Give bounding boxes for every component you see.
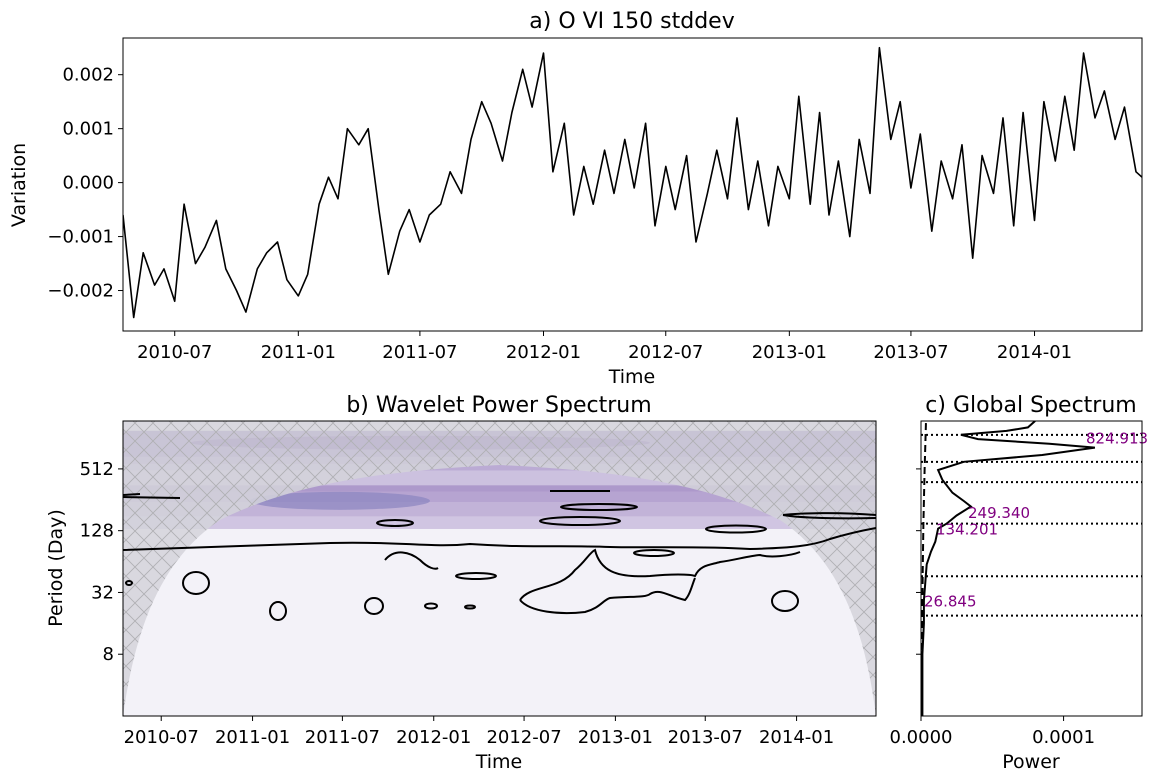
significance-line [921, 421, 927, 716]
panel-b-ylabel: Period (Day) [45, 509, 67, 627]
panel-b-x-ticks: 2010-07 2011-01 2011-07 2012-01 2012-07 2013-… [124, 716, 834, 748]
panel-c-x-ticks: 0.0000 0.0001 [890, 716, 1095, 748]
panel-a-y-ticks: −0.002 −0.001 0.000 0.001 0.002 [47, 65, 123, 302]
contour-blob-7 [771, 590, 799, 612]
panel-b-title: b) Wavelet Power Spectrum [346, 393, 651, 418]
panel-a-title: a) O VI 150 stddev [529, 9, 734, 34]
x-tick-label: 2013-01 [752, 342, 827, 363]
contour-left-edge [123, 493, 181, 499]
peak-label: 26.845 [924, 592, 977, 610]
y-tick-label: 32 [91, 582, 114, 603]
y-tick-label: 512 [80, 459, 114, 480]
contour-right-edge [782, 512, 876, 520]
panel-a-frame [122, 37, 1143, 332]
contour-blob-3 [364, 597, 384, 615]
contour-blob-10 [539, 516, 621, 526]
x-tick-label: 2012-01 [396, 727, 471, 748]
x-tick-label: 2012-01 [506, 342, 581, 363]
wavelet-power-panel: b) Wavelet Power Spectrum [45, 393, 877, 773]
panel-c-frame [920, 420, 1143, 717]
contour-blob-1 [182, 571, 210, 595]
x-tick-label: 2014-01 [997, 342, 1072, 363]
panel-c-title: c) Global Spectrum [925, 393, 1136, 418]
panel-b-frame [122, 420, 877, 717]
y-tick-label: −0.002 [47, 281, 114, 302]
x-tick-label: 2011-01 [215, 727, 290, 748]
panel-b-y-ticks: 8 32 128 512 [80, 459, 123, 665]
panel-a-x-ticks: 2010-07 2011-01 2011-07 2012-01 2012-07 2013-… [137, 331, 1072, 363]
contour-blob-5 [464, 604, 476, 610]
peak-label: 249.340 [968, 504, 1030, 522]
panel-b-xlabel: Time [475, 751, 523, 773]
x-tick-label: 2012-07 [628, 342, 703, 363]
contour-low-band [384, 548, 801, 615]
peak-label: 824.913 [1086, 430, 1148, 448]
peak-label: 134.201 [936, 521, 998, 539]
significance-contours [123, 490, 876, 621]
global-spectrum-line [921, 421, 1096, 716]
contour-blob-12 [705, 524, 767, 534]
peak-lines [921, 433, 1142, 617]
panel-a-ylabel: Variation [8, 143, 30, 227]
x-tick-label: 2014-01 [759, 727, 834, 748]
cone-of-influence-hatch [123, 421, 876, 716]
power-band-core [250, 491, 430, 510]
x-tick-label: 2010-07 [137, 342, 212, 363]
x-tick-label: 2013-07 [873, 342, 948, 363]
variation-series [123, 46, 1142, 319]
panel-c-xlabel: Power [1002, 751, 1060, 773]
x-tick-label: 0.0001 [1032, 727, 1095, 748]
y-tick-label: 0.000 [62, 173, 114, 194]
x-tick-label: 2012-07 [486, 727, 561, 748]
contour-blob-6 [455, 572, 497, 580]
contour-blob-8 [125, 580, 133, 586]
x-tick-label: 2013-01 [578, 727, 653, 748]
contour-blob-4 [424, 602, 438, 610]
contour-main [123, 527, 876, 551]
contour-blob-9 [376, 519, 414, 527]
x-tick-label: 2011-07 [382, 342, 457, 363]
y-tick-label: 0.001 [62, 119, 114, 140]
x-tick-label: 2010-07 [124, 727, 199, 748]
x-tick-label: 0.0000 [890, 727, 953, 748]
y-tick-label: −0.001 [47, 227, 114, 248]
y-tick-label: 128 [80, 521, 114, 542]
variation-line [123, 46, 1142, 319]
panel-a-xlabel: Time [608, 366, 656, 388]
x-tick-label: 2011-01 [261, 342, 336, 363]
contour-blob-11 [560, 503, 638, 511]
spectrum-curves [921, 421, 1096, 716]
time-series-panel: a) O VI 150 stddev 2010-07 2011-01 2011-07… [8, 9, 1143, 388]
contour-blob-13 [633, 549, 675, 557]
global-spectrum-panel: c) Global Spectrum 824.913 249.340134.201… [890, 393, 1149, 773]
contour-blob-2 [269, 601, 287, 621]
panel-c-y-ticks [916, 468, 921, 655]
y-tick-label: 0.002 [62, 65, 114, 86]
x-tick-label: 2011-07 [305, 727, 380, 748]
x-tick-label: 2013-07 [668, 727, 743, 748]
y-tick-label: 8 [103, 644, 114, 665]
